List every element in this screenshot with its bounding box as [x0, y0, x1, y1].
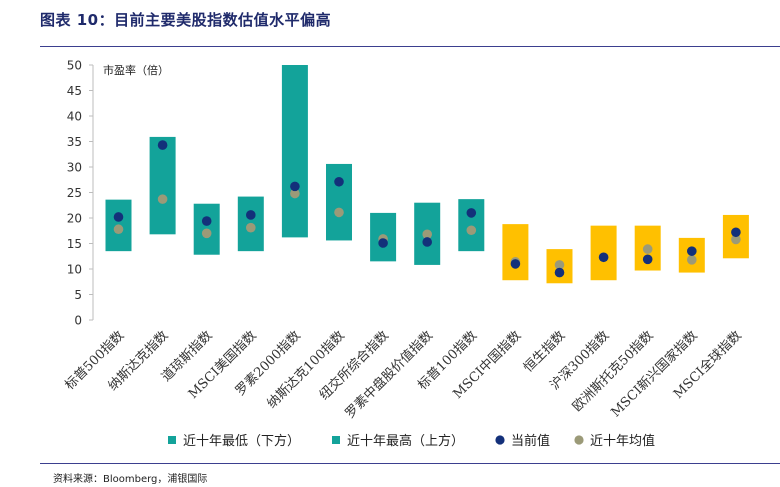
category-label: 欧洲斯托克50指数	[570, 328, 657, 415]
legend-high: 近十年最高（上方）	[332, 433, 464, 449]
y-tick-label: 40	[67, 110, 82, 124]
category-label: MSCI新兴国家指数	[608, 328, 701, 421]
x-axis-labels: 标普500指数纳斯达克指数道琼斯指数MSCI美国指数罗素2000指数纳斯达克10…	[62, 328, 744, 422]
legend-low: 近十年最低（下方）	[168, 433, 300, 449]
average-point	[466, 225, 477, 236]
category-label: 纳斯达克100指数	[265, 328, 348, 411]
y-tick-label: 0	[74, 314, 82, 328]
value-markers	[113, 140, 741, 278]
y-tick-label: 50	[67, 59, 82, 73]
y-axis: 0 5 10 15 20 25 30 35 40 45 50	[67, 59, 94, 328]
current-point	[113, 212, 124, 222]
current-point	[422, 237, 433, 247]
current-point	[687, 246, 697, 256]
legend-swatch	[332, 436, 340, 444]
source-note: 资料来源：Bloomberg，浦银国际	[53, 474, 208, 485]
average-point	[642, 244, 653, 254]
y-tick-label: 35	[67, 135, 82, 149]
current-point	[157, 140, 168, 150]
legend-label: 近十年均值	[590, 433, 655, 449]
y-tick-label: 25	[67, 186, 82, 200]
average-point	[554, 260, 565, 270]
range-bar	[458, 199, 485, 252]
range-bar	[502, 224, 529, 281]
current-point	[598, 252, 609, 263]
source-rule	[40, 463, 780, 464]
figure-title: 图表 10：目前主要美股指数估值水平偏高	[40, 11, 332, 29]
y-tick-label: 15	[67, 237, 82, 251]
y-tick-label: 30	[67, 161, 82, 175]
legend-label: 近十年最低（下方）	[183, 433, 300, 449]
current-point	[246, 210, 256, 220]
y-tick-label: 5	[74, 288, 82, 302]
y-axis-unit-label: 市盈率（倍）	[103, 63, 169, 77]
average-point	[731, 234, 741, 245]
pe-range-chart: 0 5 10 15 20 25 30 35 40 45 50 标普500指数纳斯达克指数道琼斯指数M…	[62, 59, 749, 449]
legend-label: 近十年最高（上方）	[347, 433, 464, 449]
average-point	[201, 228, 212, 239]
current-point	[290, 181, 300, 192]
range-bars	[105, 65, 749, 284]
current-point	[554, 267, 565, 278]
average-point	[157, 194, 168, 204]
legend-current: 当前值	[495, 433, 550, 449]
y-tick-label: 20	[67, 212, 82, 226]
title-rule	[40, 46, 780, 47]
current-point	[466, 208, 477, 218]
average-point	[113, 224, 124, 235]
legend-swatch	[574, 435, 584, 445]
average-point	[246, 222, 256, 233]
current-point	[201, 216, 212, 226]
current-point	[642, 254, 653, 265]
legend-swatch	[495, 435, 505, 445]
average-point	[422, 229, 433, 240]
average-point	[334, 207, 344, 218]
current-point	[334, 176, 344, 187]
current-point	[731, 227, 741, 238]
average-point	[290, 188, 300, 199]
legend-swatch	[168, 436, 176, 444]
y-tick-label: 10	[67, 263, 82, 277]
y-tick-label: 45	[67, 84, 82, 98]
range-bar	[281, 65, 308, 238]
current-point	[510, 259, 521, 269]
legend-average: 近十年均值	[574, 433, 655, 449]
range-bar	[326, 163, 352, 241]
average-point	[687, 255, 697, 265]
legend-label: 当前值	[511, 433, 550, 449]
range-bar	[149, 136, 176, 235]
legend: 近十年最低（下方） 近十年最高（上方） 当前值 近十年均值	[168, 433, 655, 449]
current-point	[378, 238, 388, 248]
